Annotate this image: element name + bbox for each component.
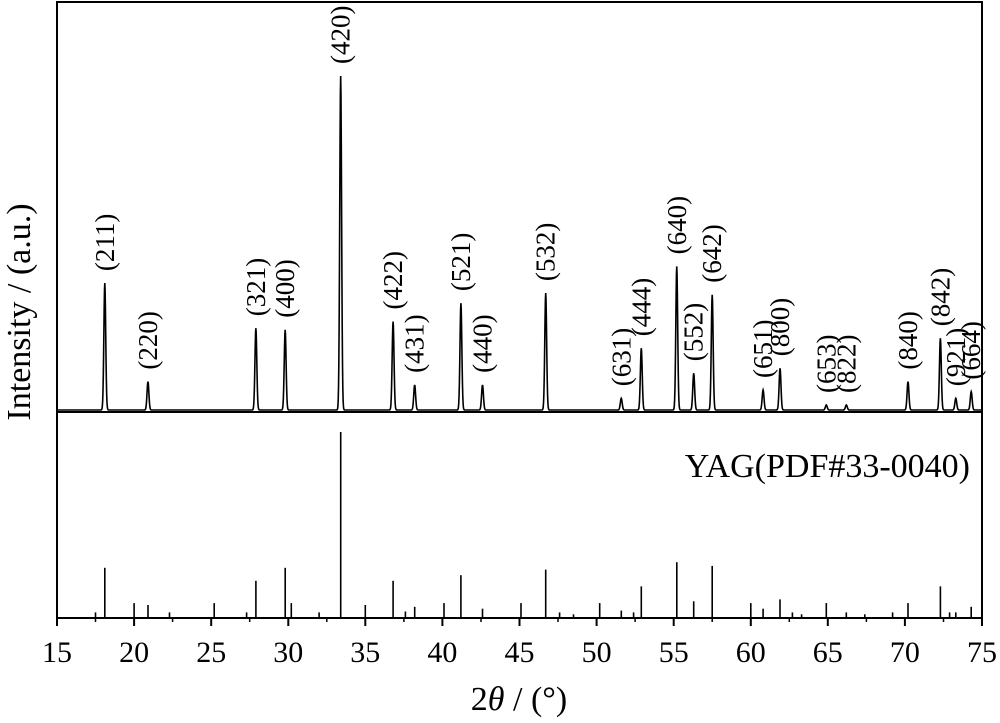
- peak-label: (532): [531, 223, 561, 281]
- x-tick-label: 65: [813, 636, 843, 669]
- measured-pattern-line: [57, 75, 982, 411]
- x-tick-label: 55: [659, 636, 689, 669]
- x-axis-title-prefix: 2: [471, 681, 488, 718]
- x-tick-label: 70: [890, 636, 920, 669]
- peak-label: (422): [378, 251, 408, 309]
- peak-labels: (211) (220) (321) (400) (420) (422) (431) (521)…: [90, 6, 986, 393]
- plot-frame: [56, 1, 983, 619]
- reference-title: YAG(PDF#33-0040): [685, 448, 970, 485]
- peak-label: (321): [241, 258, 271, 316]
- x-tick-label: 50: [582, 636, 612, 669]
- peak-label: (640): [662, 196, 692, 254]
- peak-label: (921): [941, 328, 971, 386]
- x-axis-title: 2θ / (°): [471, 681, 567, 718]
- peak-label: (822): [831, 335, 861, 393]
- peak-label: (840): [893, 311, 923, 369]
- peak-label: (800): [765, 298, 795, 356]
- peak-label: (211): [90, 214, 120, 271]
- y-axis-title: Intensity / (a.u.): [1, 203, 38, 420]
- peak-label: (842): [925, 268, 955, 326]
- peak-label: (420): [326, 6, 356, 64]
- x-tick-label: 25: [196, 636, 226, 669]
- x-tick-label: 35: [350, 636, 380, 669]
- peak-label: (552): [679, 303, 709, 361]
- peak-label: (631): [606, 328, 636, 386]
- reference-sticks: [94, 432, 973, 618]
- peak-label: (444): [626, 278, 656, 336]
- peak-label: (521): [446, 233, 476, 291]
- x-tick-label: 20: [119, 636, 149, 669]
- peak-label: (400): [270, 259, 300, 317]
- peak-label: (642): [697, 224, 727, 282]
- peak-label: (651): [748, 320, 778, 378]
- peak-label: (431): [400, 314, 430, 372]
- peak-label: (664): [956, 321, 986, 379]
- x-axis-title-theta: θ: [488, 681, 505, 718]
- x-ticks: 15 20 25 30 35 40 45 50 55 60 65 70 75: [42, 618, 997, 669]
- x-tick-label: 75: [967, 636, 997, 669]
- x-axis-title-unit: / (°): [505, 681, 568, 718]
- x-tick-label: 15: [42, 636, 72, 669]
- x-tick-label: 60: [736, 636, 766, 669]
- x-tick-label: 30: [273, 636, 303, 669]
- x-tick-label: 45: [505, 636, 535, 669]
- peak-label: (653): [811, 335, 841, 393]
- x-tick-label: 40: [427, 636, 457, 669]
- peak-label: (220): [133, 311, 163, 369]
- peak-label: (440): [468, 314, 498, 372]
